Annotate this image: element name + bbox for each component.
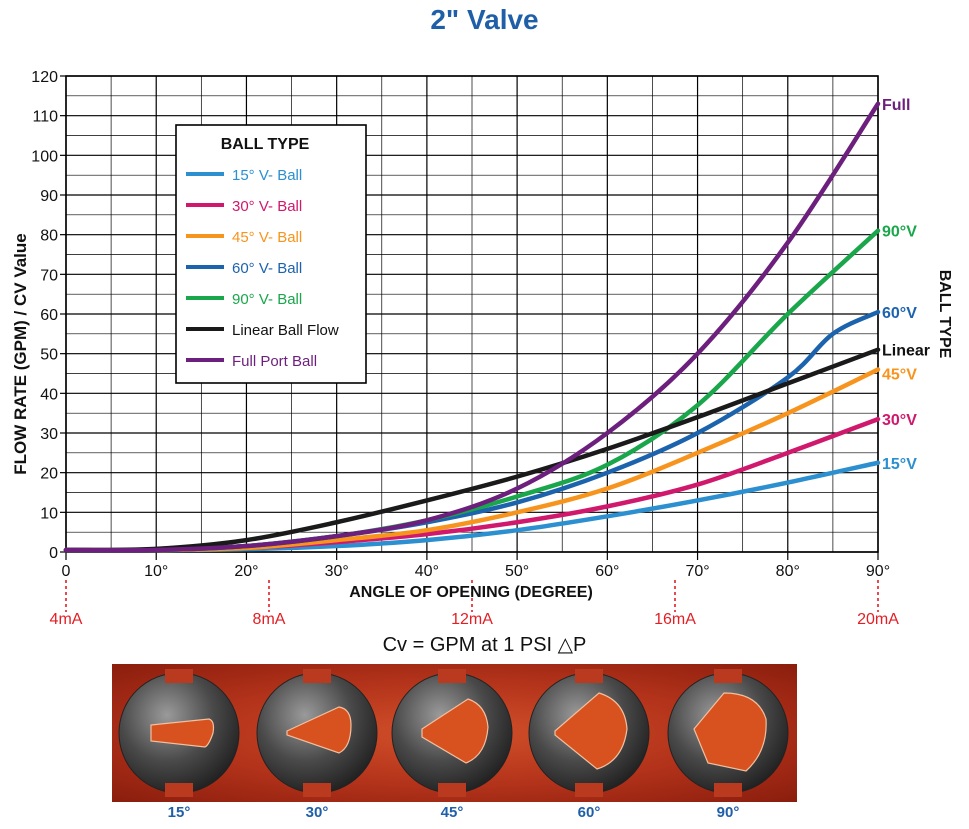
axes-layer: 0 10 20 30 40 50 60 70 80 90 100 110 120 0 10° 20° 30° 40… xyxy=(31,69,899,628)
y-tick-label: 10 xyxy=(40,505,58,522)
x-tick-label: 60° xyxy=(595,563,619,580)
series-end-label: 15°V xyxy=(882,456,917,473)
legend-box xyxy=(175,124,367,384)
y-tick-label: 50 xyxy=(40,347,58,364)
y-tick-label: 20 xyxy=(40,466,58,483)
y-tick-label: 0 xyxy=(49,545,58,562)
ball-photo xyxy=(528,669,650,797)
cv-caption: Cv = GPM at 1 PSI △P xyxy=(382,634,587,656)
y-tick-label: 40 xyxy=(40,386,58,403)
x-tick-label: 30° xyxy=(325,563,349,580)
x-tick-label: 0 xyxy=(62,563,71,580)
labels-layer: 15°V 30°V 45°V 60°V 90°V Linear Full xyxy=(882,97,930,473)
legend-item-label: 15° V- Ball xyxy=(232,167,302,184)
ma-marker-label: 20mA xyxy=(857,611,899,628)
series-end-label: 30°V xyxy=(882,412,917,429)
ball-angle-label: 15° xyxy=(167,804,191,821)
ball-angle-label: 90° xyxy=(716,804,740,821)
x-tick-label: 70° xyxy=(685,563,709,580)
legend-item-label: Linear Ball Flow xyxy=(232,322,339,339)
y-tick-label: 70 xyxy=(40,267,58,284)
x-tick-label: 40° xyxy=(415,563,439,580)
legend-item-label: 45° V- Ball xyxy=(232,229,302,246)
ball-photo-strip xyxy=(112,664,797,802)
ball-photo xyxy=(391,669,513,797)
series-end-label: 90°V xyxy=(882,224,917,241)
ma-marker-label: 8mA xyxy=(253,611,286,628)
ball-photos xyxy=(118,669,789,797)
right-axis-label: BALL TYPE xyxy=(936,270,953,359)
ball-angle-label: 45° xyxy=(440,804,464,821)
x-tick-label: 20° xyxy=(234,563,258,580)
grid-layer xyxy=(65,75,879,553)
x-tick-label: 10° xyxy=(144,563,168,580)
y-tick-label: 100 xyxy=(31,148,58,165)
ball-photo xyxy=(667,669,789,797)
legend: BALL TYPE 15° V- Ball 30° V- Ball 45° V- Ba… xyxy=(175,124,367,384)
series-end-label: Linear xyxy=(882,343,930,360)
ball-angle-label: 30° xyxy=(305,804,329,821)
series-line-5 xyxy=(63,347,881,553)
legend-title: BALL TYPE xyxy=(221,136,310,153)
series-end-label: Full xyxy=(882,97,910,114)
y-tick-label: 30 xyxy=(40,426,58,443)
y-tick-label: 90 xyxy=(40,188,58,205)
ball-photo xyxy=(118,669,240,797)
series-layer xyxy=(63,101,881,553)
legend-item-label: 60° V- Ball xyxy=(232,260,302,277)
legend-item-label: 30° V- Ball xyxy=(232,198,302,215)
x-tick-label: 90° xyxy=(866,563,890,580)
x-tick-label: 50° xyxy=(505,563,529,580)
x-axis-label: ANGLE OF OPENING (DEGREE) xyxy=(349,584,593,601)
x-tick-label: 80° xyxy=(776,563,800,580)
legend-item-label: 90° V- Ball xyxy=(232,291,302,308)
y-tick-label: 120 xyxy=(31,69,58,86)
y-tick-label: 80 xyxy=(40,228,58,245)
y-tick-label: 110 xyxy=(32,109,58,126)
ball-angle-label: 60° xyxy=(577,804,601,821)
ma-marker-label: 4mA xyxy=(50,611,83,628)
chart-title: 2" Valve xyxy=(430,4,539,35)
legend-item-label: Full Port Ball xyxy=(232,353,317,370)
y-tick-label: 60 xyxy=(40,307,58,324)
ma-marker-label: 12mA xyxy=(451,611,493,628)
ma-marker-label: 16mA xyxy=(654,611,696,628)
series-line-6 xyxy=(63,101,881,553)
ball-photo xyxy=(256,669,378,797)
series-end-label: 60°V xyxy=(882,305,917,322)
y-axis-label: FLOW RATE (GPM) / CV Value xyxy=(11,233,30,474)
valve-flow-chart: 0 10 20 30 40 50 60 70 80 90 100 110 120 0 10° 20° 30° 40… xyxy=(11,69,953,628)
series-end-label: 45°V xyxy=(882,367,917,384)
